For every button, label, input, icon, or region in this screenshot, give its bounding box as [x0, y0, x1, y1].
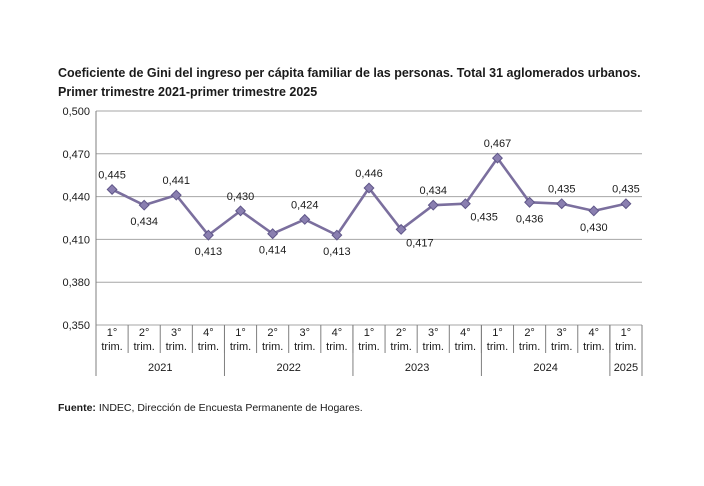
data-value-label: 0,435 [548, 184, 576, 196]
data-point-marker [588, 205, 600, 217]
x-quarter-label-line2: trim. [166, 341, 187, 353]
data-point-marker [267, 228, 279, 240]
data-value-label: 0,435 [612, 184, 640, 196]
x-quarter-label-line2: trim. [455, 341, 476, 353]
data-value-label: 0,430 [227, 191, 255, 203]
x-year-label: 2022 [276, 362, 300, 374]
x-quarter-label-line1: 4° [332, 327, 343, 339]
data-value-label: 0,414 [259, 245, 287, 257]
y-tick-label: 0,380 [62, 277, 90, 289]
x-quarter-label-line2: trim. [519, 341, 540, 353]
data-point-marker [138, 199, 150, 211]
data-value-label: 0,441 [163, 175, 191, 187]
x-quarter-label-line1: 4° [203, 327, 214, 339]
data-point-marker [235, 205, 247, 217]
x-quarter-label-line1: 2° [396, 327, 407, 339]
x-quarter-label-line2: trim. [390, 341, 411, 353]
x-quarter-label-line1: 1° [235, 327, 246, 339]
data-point-marker [331, 229, 343, 241]
x-quarter-label-line1: 3° [299, 327, 310, 339]
data-point-marker [170, 189, 182, 201]
data-value-label: 0,445 [98, 169, 126, 181]
x-quarter-label-line1: 2° [267, 327, 278, 339]
data-value-label: 0,467 [484, 138, 512, 150]
y-tick-label: 0,410 [62, 234, 90, 246]
x-quarter-label-line1: 2° [139, 327, 150, 339]
y-tick-label: 0,440 [62, 192, 90, 204]
data-point-marker [299, 213, 311, 225]
chart-title-line1: Coeficiente de Gini del ingreso per cápi… [58, 66, 641, 80]
x-quarter-label-line1: 1° [364, 327, 375, 339]
x-quarter-label-line2: trim. [262, 341, 283, 353]
x-quarter-label-line2: trim. [326, 341, 347, 353]
data-point-marker [395, 223, 407, 235]
data-value-label: 0,434 [130, 216, 158, 228]
data-point-marker [106, 183, 118, 195]
data-value-label: 0,435 [470, 212, 498, 224]
data-value-label: 0,424 [291, 199, 319, 211]
x-quarter-label-line1: 4° [460, 327, 471, 339]
source-note: Fuente: INDEC, Dirección de Encuesta Per… [58, 402, 363, 414]
data-point-marker [491, 152, 503, 164]
data-point-marker [524, 196, 536, 208]
x-quarter-label-line1: 3° [556, 327, 567, 339]
x-quarter-label-line2: trim. [358, 341, 379, 353]
x-year-label: 2023 [405, 362, 429, 374]
data-value-label: 0,434 [419, 185, 447, 197]
data-point-marker [556, 198, 568, 210]
x-quarter-label-line2: trim. [198, 341, 219, 353]
x-quarter-label-line1: 3° [171, 327, 182, 339]
x-quarter-label-line2: trim. [487, 341, 508, 353]
data-value-label: 0,430 [580, 222, 608, 234]
data-point-marker [427, 199, 439, 211]
y-tick-label: 0,500 [62, 106, 90, 118]
chart-title: Coeficiente de Gini del ingreso per cápi… [58, 64, 678, 102]
x-quarter-label-line1: 3° [428, 327, 439, 339]
x-quarter-label-line2: trim. [133, 341, 154, 353]
data-value-label: 0,413 [195, 246, 223, 258]
x-quarter-label-line2: trim. [230, 341, 251, 353]
x-quarter-label-line2: trim. [294, 341, 315, 353]
data-point-marker [620, 198, 632, 210]
data-point-marker [363, 182, 375, 194]
data-value-label: 0,413 [323, 246, 351, 258]
source-label: Fuente: [58, 402, 96, 414]
x-quarter-label-line2: trim. [551, 341, 572, 353]
x-quarter-label-line1: 1° [492, 327, 503, 339]
x-year-label: 2024 [533, 362, 557, 374]
chart-title-line2: Primer trimestre 2021-primer trimestre 2… [58, 85, 318, 99]
x-year-label: 2025 [614, 362, 638, 374]
x-quarter-label-line2: trim. [615, 341, 636, 353]
source-text: INDEC, Dirección de Encuesta Permanente … [95, 402, 363, 414]
data-value-label: 0,436 [516, 213, 544, 225]
x-quarter-label-line2: trim. [583, 341, 604, 353]
x-year-label: 2021 [148, 362, 172, 374]
x-quarter-label-line1: 2° [524, 327, 535, 339]
x-quarter-label-line1: 1° [621, 327, 632, 339]
data-point-marker [202, 229, 214, 241]
y-tick-label: 0,470 [62, 149, 90, 161]
data-value-label: 0,446 [355, 168, 383, 180]
data-value-label: 0,417 [406, 237, 434, 249]
x-quarter-label-line1: 1° [107, 327, 118, 339]
x-quarter-label-line2: trim. [423, 341, 444, 353]
x-quarter-label-line1: 4° [589, 327, 600, 339]
y-tick-label: 0,350 [62, 320, 90, 332]
data-point-marker [459, 198, 471, 210]
x-quarter-label-line2: trim. [101, 341, 122, 353]
